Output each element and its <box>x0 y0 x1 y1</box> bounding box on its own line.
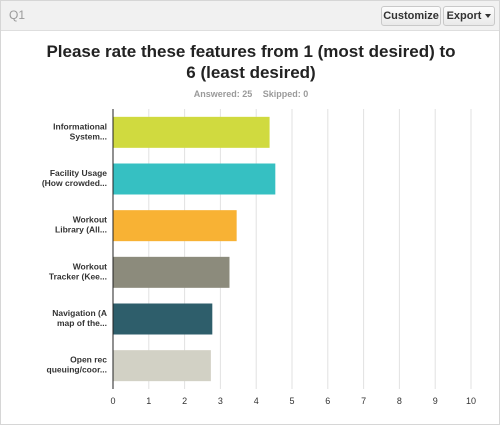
x-tick-label: 8 <box>397 396 402 406</box>
x-tick-label: 6 <box>325 396 330 406</box>
response-summary: Answered: 25 Skipped: 0 <box>1 89 500 99</box>
customize-button[interactable]: Customize <box>381 6 441 26</box>
x-tick-label: 4 <box>254 396 259 406</box>
category-label: Informational <box>53 121 107 131</box>
question-toolbar: Q1 Customize Export <box>1 1 499 31</box>
category-label: Facility Usage <box>50 168 107 178</box>
category-label: Tracker (Kee... <box>49 271 107 281</box>
x-tick-label: 2 <box>182 396 187 406</box>
x-tick-label: 9 <box>433 396 438 406</box>
x-tick-label: 0 <box>110 396 115 406</box>
bar <box>113 116 270 148</box>
category-label: System... <box>70 131 107 141</box>
category-label: Workout <box>73 215 107 225</box>
bar <box>113 303 213 335</box>
x-tick-label: 1 <box>146 396 151 406</box>
category-label: Library (All... <box>55 225 107 235</box>
bar <box>113 163 276 195</box>
category-label: map of the... <box>57 318 107 328</box>
category-label: Workout <box>73 261 107 271</box>
skipped-count: Skipped: 0 <box>262 89 309 99</box>
category-label: Open rec <box>70 355 107 365</box>
x-tick-label: 3 <box>218 396 223 406</box>
x-tick-label: 5 <box>289 396 294 406</box>
answered-count: Answered: 25 <box>193 89 253 99</box>
x-tick-label: 10 <box>466 396 476 406</box>
question-label: Q1 <box>9 8 26 22</box>
category-label: Navigation (A <box>52 308 107 318</box>
category-label: queuing/coor... <box>47 365 107 375</box>
bar <box>113 350 211 382</box>
caret-down-icon <box>485 14 492 19</box>
category-label: (How crowded... <box>42 178 107 188</box>
chart-title: Please rate these features from 1 (most … <box>46 42 456 82</box>
x-tick-label: 7 <box>361 396 366 406</box>
export-button-label: Export <box>446 10 482 22</box>
bar <box>113 256 230 288</box>
bar <box>113 210 237 242</box>
export-button[interactable]: Export <box>443 6 495 26</box>
